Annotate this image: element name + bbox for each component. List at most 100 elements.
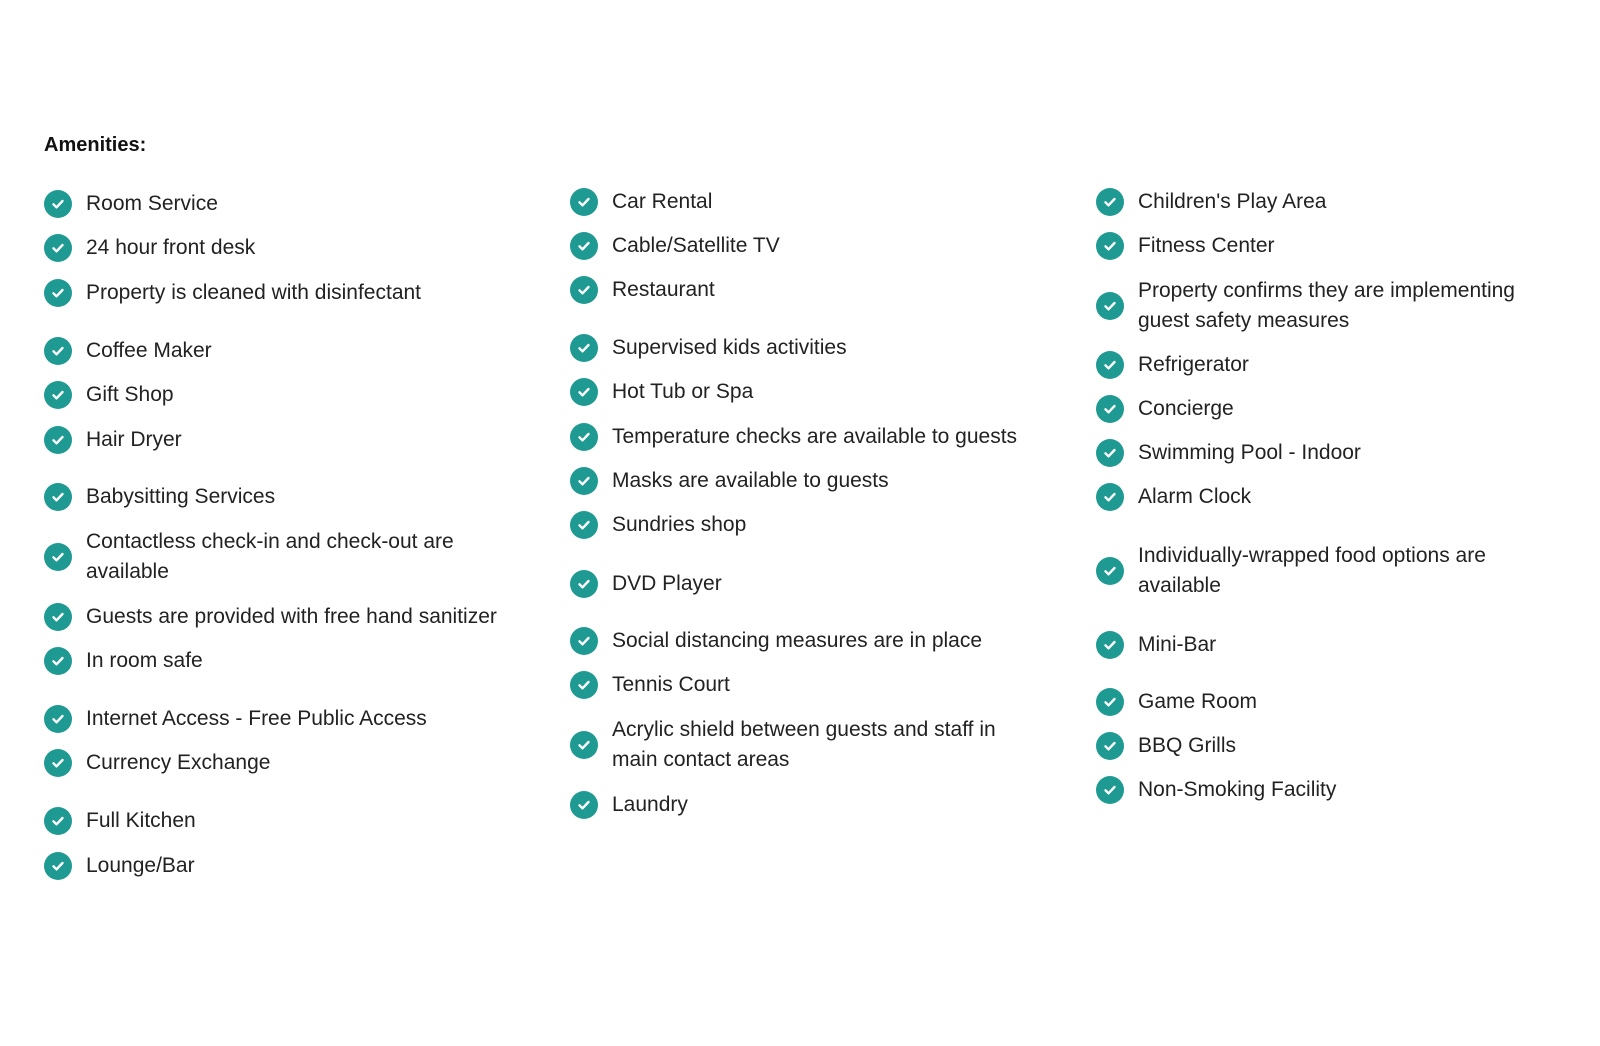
check-circle-icon [570,276,598,304]
amenity-item: Cable/Satellite TV [570,231,780,261]
amenity-label: Coffee Maker [86,339,212,362]
amenity-item: DVD Player [570,569,722,599]
amenity-item: Acrylic shield between guests and staff … [570,715,1042,775]
amenity-item: Tennis Court [570,670,730,700]
check-circle-icon [44,852,72,880]
amenity-item: Contactless check-in and check-out are a… [44,527,496,587]
amenity-item: Property is cleaned with disinfectant [44,278,421,308]
check-circle-icon [1096,188,1124,216]
check-circle-icon [1096,395,1124,423]
amenity-item: Concierge [1096,394,1234,424]
amenity-label: Mini-Bar [1138,633,1217,656]
check-circle-icon [1096,232,1124,260]
amenity-item: In room safe [44,646,203,676]
amenity-label: Hair Dryer [86,428,182,451]
amenity-label: Children's Play Area [1138,190,1327,213]
check-circle-icon [44,234,72,262]
check-circle-icon [1096,557,1124,585]
amenity-label: Restaurant [612,278,715,301]
amenity-item: Hair Dryer [44,425,182,455]
check-circle-icon [1096,351,1124,379]
check-circle-icon [570,731,598,759]
check-circle-icon [570,423,598,451]
check-circle-icon [44,749,72,777]
amenity-label: In room safe [86,649,203,672]
amenity-label: BBQ Grills [1138,734,1237,757]
amenity-label: Currency Exchange [86,751,271,774]
amenity-item: Full Kitchen [44,806,196,836]
amenity-label: Social distancing measures are in place [612,629,983,652]
amenity-label: Fitness Center [1138,234,1275,257]
amenity-item: Non-Smoking Facility [1096,775,1336,805]
check-circle-icon [1096,688,1124,716]
amenity-item: Swimming Pool - Indoor [1096,438,1361,468]
amenity-label: Refrigerator [1138,353,1249,376]
amenity-label: Game Room [1138,690,1258,713]
check-circle-icon [44,807,72,835]
amenity-item: Game Room [1096,687,1257,717]
amenity-label: Laundry [612,793,688,816]
amenity-label: Tennis Court [612,673,730,696]
amenity-label: 24 hour front desk [86,236,256,259]
check-circle-icon [570,511,598,539]
check-circle-icon [44,190,72,218]
check-circle-icon [44,337,72,365]
amenity-item: Car Rental [570,187,712,217]
amenity-item: Lounge/Bar [44,851,195,881]
amenity-item: Sundries shop [570,510,746,540]
amenity-item: Refrigerator [1096,350,1249,380]
amenity-label: Gift Shop [86,383,174,406]
check-circle-icon [44,543,72,571]
amenity-item: Coffee Maker [44,336,212,366]
amenity-label: Internet Access - Free Public Access [86,707,427,730]
check-circle-icon [1096,776,1124,804]
amenity-item: Room Service [44,189,218,219]
check-circle-icon [44,647,72,675]
amenity-item: Property confirms they are implementing … [1096,276,1558,336]
amenity-item: Internet Access - Free Public Access [44,704,427,734]
check-circle-icon [570,671,598,699]
amenity-label: Contactless check-in and check-out are a… [86,530,454,583]
check-circle-icon [1096,732,1124,760]
amenity-item: Hot Tub or Spa [570,377,753,407]
check-circle-icon [44,381,72,409]
amenity-item: Guests are provided with free hand sanit… [44,602,497,632]
amenity-item: Masks are available to guests [570,466,889,496]
check-circle-icon [570,570,598,598]
amenity-label: Concierge [1138,397,1234,420]
amenity-item: 24 hour front desk [44,233,255,263]
amenity-item: Babysitting Services [44,482,275,512]
amenity-label: Lounge/Bar [86,854,195,877]
check-circle-icon [1096,439,1124,467]
amenity-item: Fitness Center [1096,231,1275,261]
check-circle-icon [44,483,72,511]
amenity-label: Full Kitchen [86,809,196,832]
amenity-item: Currency Exchange [44,748,270,778]
amenity-label: Cable/Satellite TV [612,234,780,257]
amenities-heading: Amenities: [44,134,147,156]
amenity-label: Property is cleaned with disinfectant [86,281,422,304]
check-circle-icon [570,467,598,495]
amenity-label: Room Service [86,192,218,215]
amenity-item: Laundry [570,790,688,820]
check-circle-icon [570,334,598,362]
amenity-label: Alarm Clock [1138,485,1252,508]
amenity-label: Acrylic shield between guests and staff … [612,718,996,771]
amenity-label: DVD Player [612,572,722,595]
check-circle-icon [44,426,72,454]
amenity-item: Restaurant [570,275,715,305]
amenity-label: Temperature checks are available to gues… [612,425,1018,448]
check-circle-icon [570,791,598,819]
check-circle-icon [1096,292,1124,320]
amenity-item: Alarm Clock [1096,482,1251,512]
amenity-label: Swimming Pool - Indoor [1138,441,1361,464]
amenity-label: Car Rental [612,190,713,213]
check-circle-icon [44,279,72,307]
amenity-item: Mini-Bar [1096,630,1216,660]
amenity-item: Children's Play Area [1096,187,1326,217]
amenity-item: Temperature checks are available to gues… [570,422,1017,452]
amenity-item: Gift Shop [44,380,174,410]
amenity-label: Individually-wrapped food options are av… [1138,544,1486,597]
check-circle-icon [570,232,598,260]
amenity-item: Supervised kids activities [570,333,847,363]
